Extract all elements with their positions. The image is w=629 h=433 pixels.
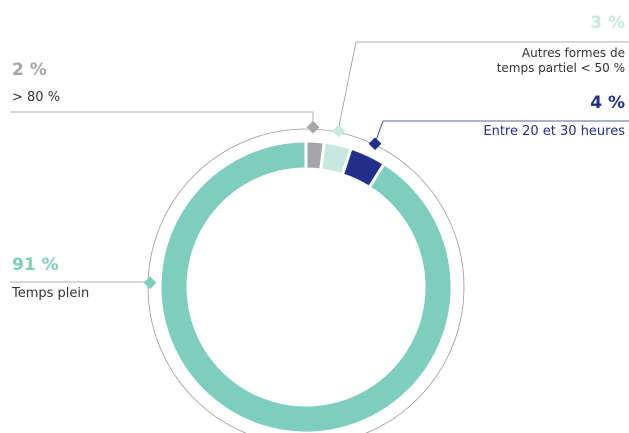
leader-line (374, 120, 629, 144)
category-label: > 80 % (12, 90, 61, 105)
marker (332, 124, 346, 138)
marker (306, 120, 320, 134)
outer-ring (147, 128, 465, 433)
leader-line (10, 111, 314, 128)
value-label: 4 % (590, 93, 625, 113)
marker (143, 276, 157, 290)
donut-segment (158, 139, 454, 433)
category-label: Autres formes de temps partiel < 50 % (496, 46, 625, 75)
category-label: Entre 20 et 30 heures (483, 124, 625, 139)
category-label: Temps plein (12, 286, 90, 301)
value-label: 91 % (12, 255, 59, 275)
value-label: 2 % (12, 60, 47, 80)
leader-line (337, 41, 629, 132)
marker (368, 137, 382, 151)
value-label: 3 % (590, 13, 625, 33)
